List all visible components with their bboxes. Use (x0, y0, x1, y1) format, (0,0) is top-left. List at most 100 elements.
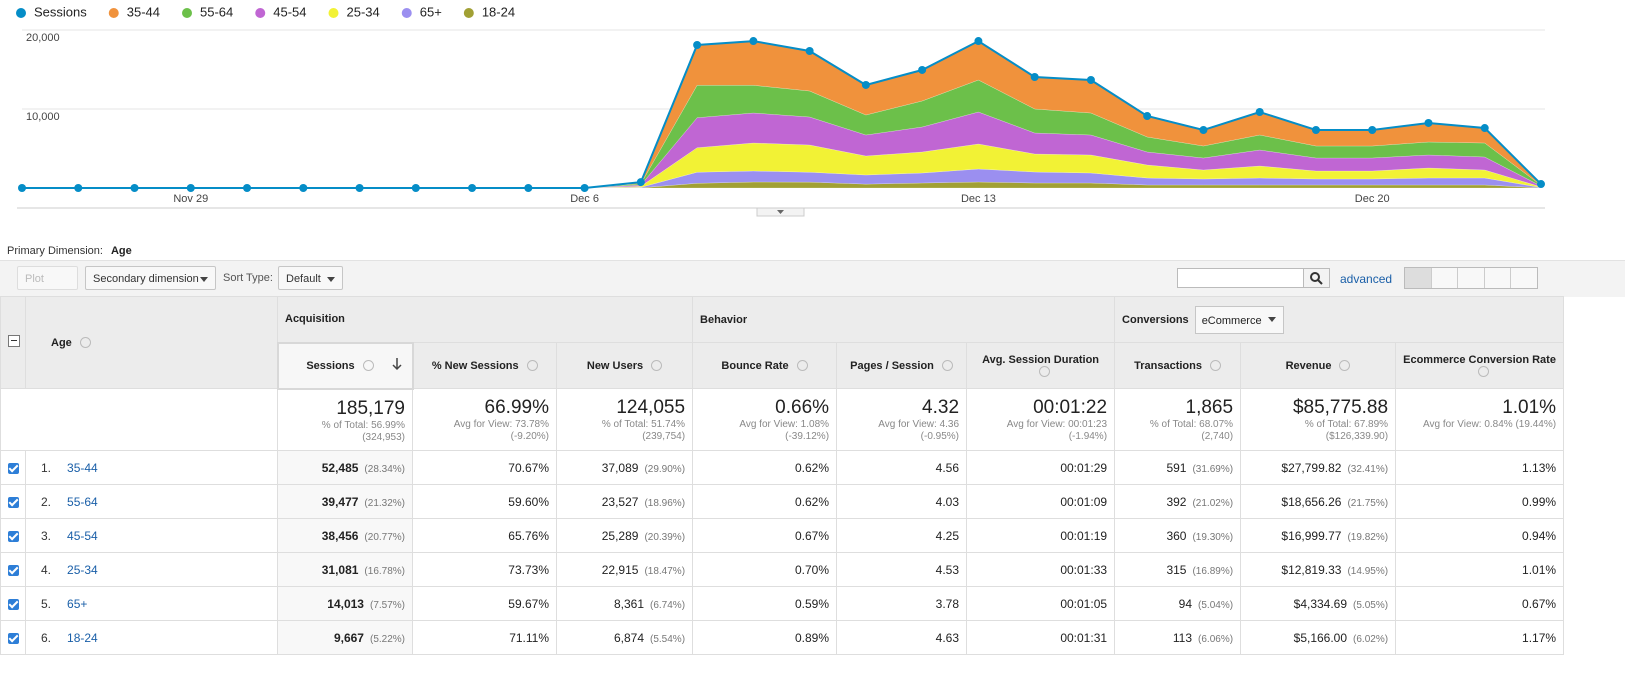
metric-cell: $18,656.26 (21.75%) (1240, 484, 1397, 519)
point (1143, 112, 1152, 121)
primary-dimension-value[interactable]: Age (110, 245, 132, 257)
point (693, 41, 702, 50)
metric-cell: 00:01:33 (966, 552, 1116, 587)
column-header[interactable]: % New Sessions (412, 342, 557, 389)
secondary-dimension-select[interactable]: Secondary dimension (85, 266, 216, 290)
row-checkbox[interactable] (7, 598, 19, 610)
metric-cell: 25,289 (20.39%) (555, 518, 694, 553)
dimension-link[interactable]: 45-54 (67, 528, 98, 543)
row-checkbox[interactable] (7, 530, 19, 542)
total-value: 124,055 (616, 397, 686, 418)
total-cell: 1.01% Avg for View: 0.84% (19.44%) (1395, 388, 1565, 451)
metric-cell: 38,456 (20.77%) (277, 518, 413, 553)
metric-value: 0.67% (795, 528, 830, 543)
group-header: Behavior (692, 296, 1116, 343)
metric-cell: 392 (21.02%) (1114, 484, 1242, 519)
data-row: 4. 25-34 31,081 (16.78%) 73.73% 22,915 (18.47%… (0, 552, 1565, 587)
column-header[interactable]: Ecommerce Conversion Rate (1395, 342, 1565, 389)
view-pie[interactable] (1432, 268, 1459, 288)
column-header[interactable]: Revenue (1240, 342, 1397, 389)
sort-type-select[interactable]: Default (278, 266, 343, 290)
metric-cell: 00:01:31 (966, 620, 1116, 655)
total-value: 1,865 (1185, 397, 1234, 418)
dimension-link[interactable]: 18-24 (67, 630, 98, 645)
data-row: 1. 35-44 52,485 (28.34%) 70.67% 37,089 (29.90%… (0, 450, 1565, 485)
point (1255, 108, 1264, 117)
dimension-link[interactable]: 35-44 (67, 460, 98, 475)
total-comparison: Avg for View: 00:01:23 (1006, 419, 1108, 430)
column-header[interactable]: New Users (555, 342, 694, 389)
help-icon (79, 337, 91, 349)
total-comparison: (-0.95%) (920, 431, 960, 442)
column-header-text: % New Sessions (431, 359, 519, 372)
total-comparison: (-1.94%) (1068, 431, 1108, 442)
view-comparison[interactable] (1485, 268, 1512, 288)
point (243, 184, 252, 192)
metric-percent: (5.05%) (1353, 599, 1389, 611)
column-header[interactable]: Avg. Session Duration (966, 342, 1116, 389)
primary-dimension: Primary Dimension: Age (7, 245, 132, 257)
metric-percent: (7.57%) (369, 599, 405, 611)
legend-label: 18-24 (482, 4, 515, 19)
metric-value: 0.62% (795, 460, 830, 475)
legend-label: 55-64 (200, 4, 233, 19)
dimension-link[interactable]: 65+ (67, 596, 88, 611)
column-header[interactable]: Bounce Rate (692, 342, 838, 389)
chart: 10,000 20,000 Nov 29 Dec 6 Dec 13 Dec 20 Sessi… (16, 4, 1545, 217)
conversions-select[interactable]: eCommerce (1194, 305, 1284, 334)
legend-swatch (463, 8, 474, 18)
row-checkbox[interactable] (7, 564, 19, 576)
total-cell: 66.99% Avg for View: 73.78% (-9.20%) (412, 388, 557, 451)
metric-cell: 1.01% (1395, 552, 1565, 587)
column-header-text: Avg. Session Duration (982, 353, 1100, 366)
metric-value: 14,013 (327, 596, 364, 611)
group-header: Conversions eCommerce (1114, 296, 1565, 343)
point (1030, 73, 1039, 82)
view-pivot[interactable] (1511, 268, 1537, 288)
metric-cell: 4.03 (836, 484, 968, 519)
metric-percent: (18.47%) (644, 565, 686, 577)
metric-percent: (16.89%) (1192, 565, 1234, 577)
metric-value: 00:01:19 (1060, 528, 1108, 543)
legend-label: 25-34 (347, 4, 380, 19)
metric-value: $27,799.82 (1281, 460, 1342, 475)
totals-row: 185,179% of Total: 56.99% (324,953) 66.99%… (0, 388, 1565, 451)
point (524, 184, 533, 192)
totals-blank (0, 388, 278, 451)
view-performance[interactable] (1458, 268, 1485, 288)
dimension-header: Age (25, 296, 278, 389)
metric-value: 1.01% (1522, 562, 1557, 577)
search-button[interactable] (1303, 268, 1330, 288)
row-checkbox[interactable] (7, 496, 19, 508)
dimension-link[interactable]: 25-34 (67, 562, 98, 577)
view-table[interactable] (1405, 268, 1432, 288)
metric-value: 00:01:33 (1060, 562, 1108, 577)
metric-cell: 1.13% (1395, 450, 1565, 485)
metric-cell: 65.76% (412, 518, 557, 553)
row-checkbox-cell (0, 552, 26, 587)
advanced-link[interactable]: advanced (1340, 272, 1393, 286)
column-header[interactable]: Pages / Session (836, 342, 968, 389)
point (1480, 124, 1489, 133)
metric-value: 39,477 (321, 494, 359, 509)
metric-percent: (16.78%) (364, 565, 405, 577)
dimension-link[interactable]: 55-64 (67, 494, 98, 509)
metric-cell: $16,999.77 (19.82%) (1240, 518, 1397, 553)
plot-rows-button[interactable]: Plot Rows (17, 266, 78, 309)
collapse-checkbox[interactable] (8, 335, 20, 347)
row-checkbox[interactable] (7, 632, 19, 644)
sort-type-label: Sort Type: (223, 272, 273, 284)
dimension-cell: 6. 18-24 (25, 620, 278, 655)
total-value: 4.32 (922, 397, 960, 418)
metric-value: 8,361 (613, 596, 645, 611)
total-comparison: (-39.12%) (785, 431, 830, 442)
group-header: Acquisition (276, 296, 694, 343)
metric-percent: (6.06%) (1198, 633, 1234, 645)
help-icon (526, 360, 538, 372)
help-icon (941, 360, 953, 372)
legend-swatch (328, 8, 339, 18)
column-header[interactable]: Transactions (1114, 342, 1242, 389)
metric-value: 0.89% (795, 630, 830, 645)
column-header[interactable]: Sessions (276, 341, 414, 390)
row-checkbox[interactable] (7, 462, 19, 474)
